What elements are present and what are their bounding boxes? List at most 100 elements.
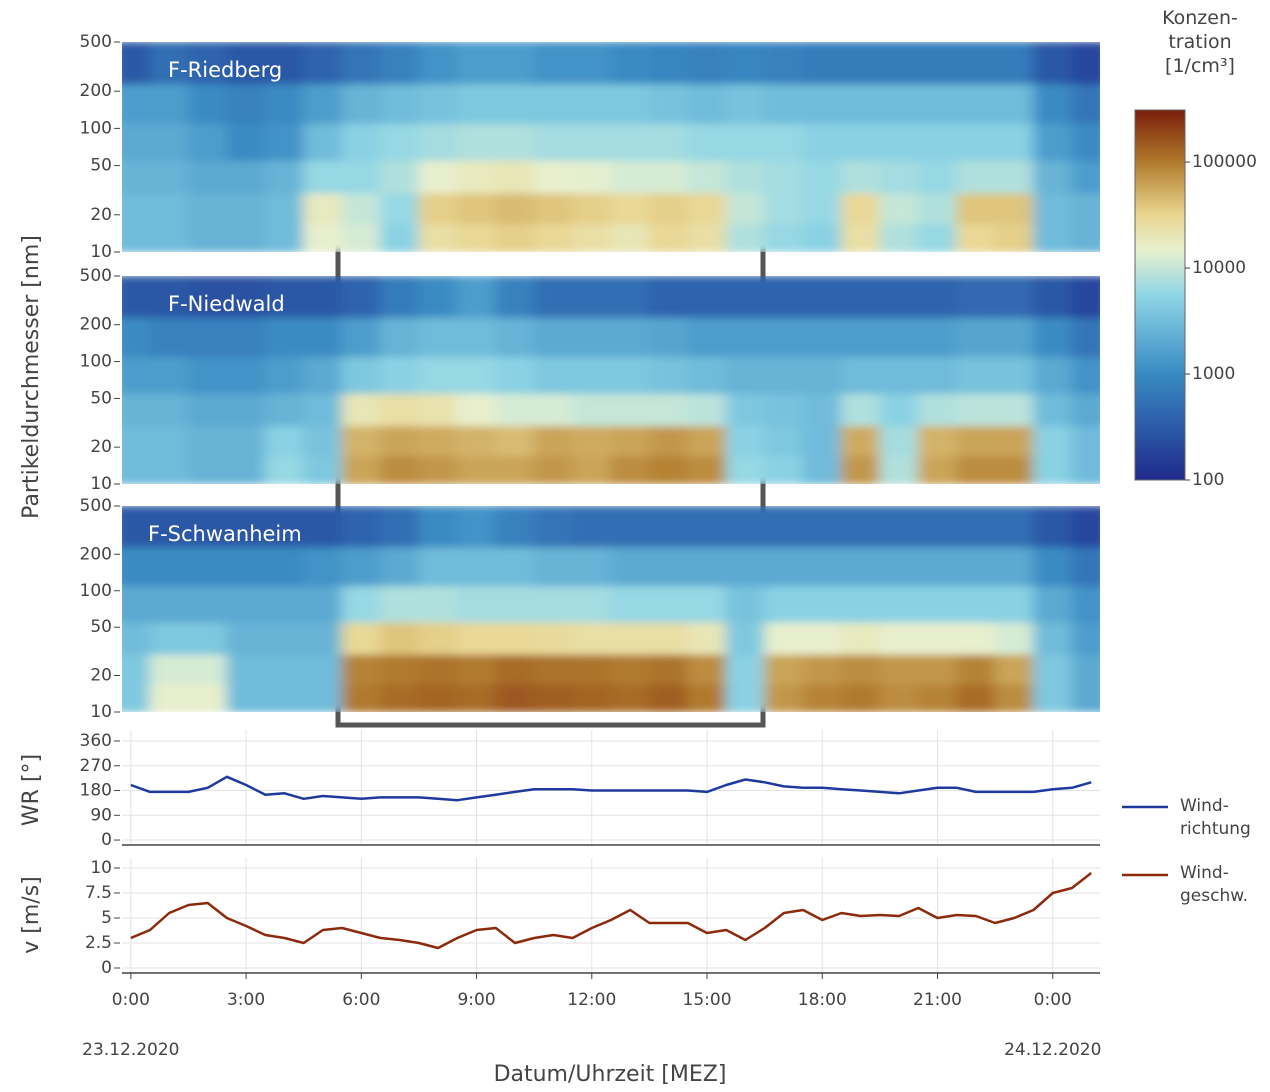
x-tick-label: 0:00 [1034, 990, 1072, 1010]
panel-label: F-Riedberg [168, 58, 282, 82]
heatmap-cell [303, 506, 343, 548]
heatmap-cell [879, 276, 919, 318]
heatmap-cell [1033, 276, 1073, 318]
heatmap-cells [122, 42, 1100, 252]
heatmap-cell [264, 223, 305, 252]
heatmap-cell [648, 159, 689, 194]
heatmap-cell [341, 276, 382, 318]
heatmap-cell [122, 223, 151, 252]
heatmap-cell [1033, 392, 1073, 427]
heatmap-cell [495, 356, 535, 394]
heatmap-cell [122, 506, 151, 548]
heatmap-cell [341, 425, 382, 457]
heatmap-cell [994, 506, 1035, 548]
heatmap-cell [687, 506, 727, 548]
y-tick-label: 7.5 [85, 883, 112, 903]
y-axis-title: WR [°] [19, 754, 44, 826]
heatmap-cell [303, 42, 343, 85]
heatmap-cell [572, 276, 612, 318]
heatmap-cell [956, 621, 996, 655]
heatmap-cell [456, 653, 497, 685]
heatmap-cell [456, 316, 497, 358]
heatmap-cell [341, 546, 382, 587]
heatmap-cell [802, 192, 842, 225]
heatmap-cell [764, 122, 804, 161]
heatmap-cell [303, 192, 343, 225]
heatmap-cell [341, 192, 382, 225]
heatmap-cell [495, 653, 535, 685]
heatmap-cell [764, 192, 804, 225]
heatmap-cell [994, 122, 1035, 161]
heatmap-cell [303, 223, 343, 252]
heatmap-cell [610, 223, 650, 252]
x-tick-label: 0:00 [112, 990, 150, 1010]
heatmap-cell [994, 585, 1035, 623]
heatmap-cell [149, 223, 189, 252]
heatmap-cell [572, 356, 612, 394]
heatmap-cell [917, 455, 958, 484]
heatmap-cell [341, 223, 382, 252]
heatmap-cell [802, 83, 842, 124]
heatmap-cell [572, 425, 612, 457]
colorbar-tick-label: 100000 [1192, 152, 1257, 172]
heatmap-cell [994, 455, 1035, 484]
heatmap-cell [840, 392, 881, 427]
heatmap-cell [122, 159, 151, 194]
heatmap-cells [122, 276, 1100, 484]
y-tick-label: 0 [101, 830, 112, 850]
heatmap-cell [956, 159, 996, 194]
heatmap-cell [149, 585, 189, 623]
heatmap-cell [917, 356, 958, 394]
heatmap-cell [149, 621, 189, 655]
heatmap-cell [1071, 585, 1100, 623]
heatmap-cell [341, 83, 382, 124]
heatmap-cell [226, 683, 266, 712]
heatmap-cell [917, 653, 958, 685]
heatmap-cell [802, 546, 842, 587]
heatmap-cell [122, 122, 151, 161]
line [130, 872, 1092, 950]
heatmap-cell [687, 122, 727, 161]
heatmap-cell [994, 223, 1035, 252]
heatmap-cell [456, 425, 497, 457]
heatmap-cell [725, 356, 766, 394]
heatmap-cell [956, 192, 996, 225]
heatmap-cell [956, 653, 996, 685]
heatmap-cell [687, 425, 727, 457]
line [130, 775, 1092, 802]
heatmap-cell [1033, 159, 1073, 194]
heatmap-cell [122, 392, 151, 427]
heatmap-cell [264, 356, 305, 394]
heatmap-cell [187, 455, 228, 484]
heatmap-cell [994, 653, 1035, 685]
heatmap-cell [149, 122, 189, 161]
heatmap-cell [572, 42, 612, 85]
heatmap-cell [648, 42, 689, 85]
heatmap-cell [456, 42, 497, 85]
heatmap-cell [380, 159, 420, 194]
heatmap-cell [994, 392, 1035, 427]
heatmap-cell [122, 316, 151, 358]
heatmap-cell [610, 122, 650, 161]
heatmap-cell [187, 546, 228, 587]
heatmap-cell [122, 683, 151, 712]
heatmap-cell [122, 42, 151, 85]
heatmap-cell [380, 192, 420, 225]
heatmap-cell [994, 83, 1035, 124]
heatmap-cell [572, 653, 612, 685]
heatmap-cell [1071, 546, 1100, 587]
heatmap-cell [456, 223, 497, 252]
y-tick-label: 500 [80, 32, 112, 52]
heatmap-cell [303, 425, 343, 457]
heatmap-cell [456, 392, 497, 427]
heatmap-cell [917, 276, 958, 318]
heatmap-cell [264, 276, 305, 318]
colorbar [1134, 109, 1186, 481]
heatmap-cell [533, 42, 574, 85]
heatmap-cell [1071, 653, 1100, 685]
heatmap-cell [610, 653, 650, 685]
heatmap-cell [648, 83, 689, 124]
heatmap-cell [840, 546, 881, 587]
heatmap-cell [764, 392, 804, 427]
heatmap-cell [956, 585, 996, 623]
